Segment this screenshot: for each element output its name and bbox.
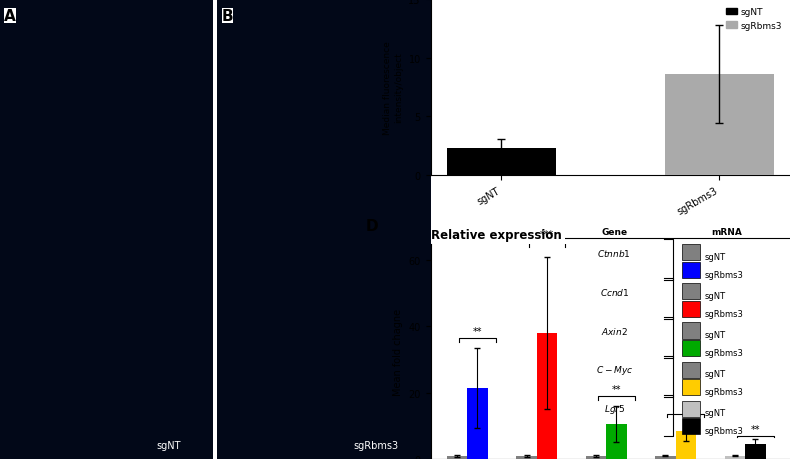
Text: sgRbms3: sgRbms3 <box>705 309 743 318</box>
FancyBboxPatch shape <box>682 245 700 261</box>
Text: B: B <box>222 9 233 24</box>
Text: sgRbms3: sgRbms3 <box>705 426 743 435</box>
Text: sgNT: sgNT <box>705 291 725 301</box>
Bar <box>447 149 556 176</box>
Text: sgNT: sgNT <box>705 409 725 418</box>
Text: A: A <box>4 9 16 24</box>
Text: *: * <box>683 403 688 413</box>
Text: sgNT: sgNT <box>705 369 725 379</box>
Text: sgNT: sgNT <box>705 330 725 340</box>
Text: $\it{Ctnnb1}$: $\it{Ctnnb1}$ <box>597 247 631 258</box>
Bar <box>447 456 467 459</box>
Text: $\it{Ccnd1}$: $\it{Ccnd1}$ <box>600 286 629 297</box>
Polygon shape <box>217 0 431 459</box>
Text: sgRbms3: sgRbms3 <box>353 440 399 450</box>
Text: mRNA: mRNA <box>712 227 743 236</box>
Bar <box>517 456 536 459</box>
Text: **: ** <box>472 327 482 337</box>
Bar <box>536 333 557 459</box>
Y-axis label: Median fluorescence
intensity/object: Median fluorescence intensity/object <box>383 41 403 134</box>
Text: $\it{Lgr5}$: $\it{Lgr5}$ <box>604 403 625 415</box>
Text: **: ** <box>611 385 621 395</box>
FancyBboxPatch shape <box>682 262 700 278</box>
Text: sgRbms3: sgRbms3 <box>705 387 743 396</box>
FancyBboxPatch shape <box>682 401 700 417</box>
Bar <box>606 424 626 459</box>
FancyBboxPatch shape <box>682 340 700 356</box>
Text: sgNT: sgNT <box>156 440 181 450</box>
Text: **: ** <box>750 424 760 434</box>
Text: $\it{Axin2}$: $\it{Axin2}$ <box>601 325 628 336</box>
Text: C: C <box>366 0 377 1</box>
Text: Relative expression: Relative expression <box>431 229 562 241</box>
Bar <box>724 456 745 459</box>
Legend: sgNT, sgRbms3: sgNT, sgRbms3 <box>722 5 785 34</box>
Bar <box>745 444 766 459</box>
Text: sgRbms3: sgRbms3 <box>705 348 743 357</box>
FancyBboxPatch shape <box>682 301 700 318</box>
FancyBboxPatch shape <box>682 362 700 378</box>
Text: $\it{C-Myc}$: $\it{C-Myc}$ <box>596 364 633 376</box>
Text: Gene: Gene <box>601 227 627 236</box>
Text: ***: *** <box>540 229 554 239</box>
Polygon shape <box>0 0 213 459</box>
FancyBboxPatch shape <box>682 323 700 339</box>
FancyBboxPatch shape <box>682 419 700 434</box>
Text: sgRbms3: sgRbms3 <box>705 270 743 279</box>
Bar <box>586 456 606 459</box>
Bar <box>655 456 675 459</box>
Bar <box>467 388 487 459</box>
Text: sgNT: sgNT <box>705 252 725 262</box>
Bar <box>664 75 773 176</box>
Bar <box>675 431 696 459</box>
FancyBboxPatch shape <box>682 379 700 395</box>
Y-axis label: Mean fold chagne: Mean fold chagne <box>393 308 403 395</box>
FancyBboxPatch shape <box>682 284 700 300</box>
Text: D: D <box>366 218 378 233</box>
